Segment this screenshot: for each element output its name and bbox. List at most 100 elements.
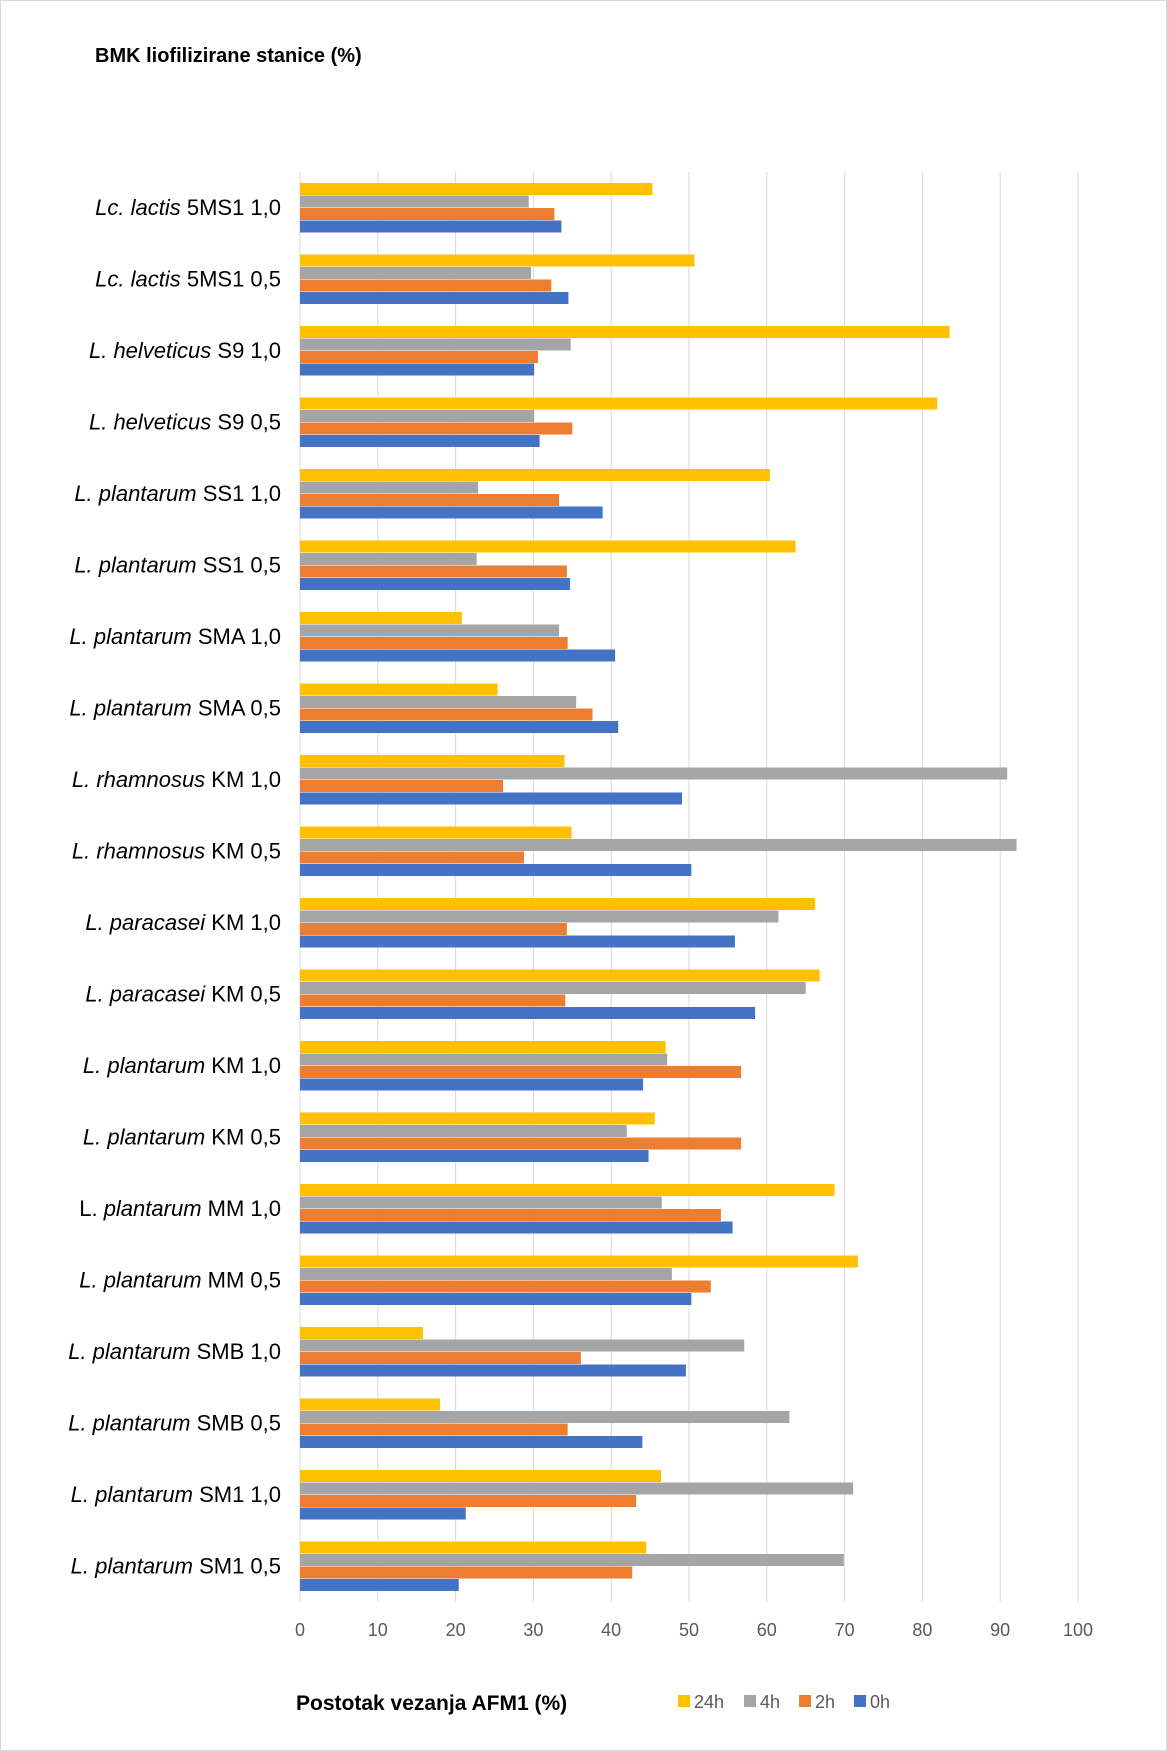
bar-24h-17 <box>300 1398 441 1411</box>
bar-24h-0 <box>300 183 653 195</box>
bar-0h-4 <box>300 506 603 519</box>
category-label: L. plantarum SMB 1,0 <box>68 1339 281 1364</box>
bar-0h-18 <box>300 1507 466 1520</box>
bar-24h-3 <box>300 397 938 410</box>
bar-24h-16 <box>300 1327 423 1339</box>
category-label: L. helveticus S9 1,0 <box>89 338 281 363</box>
legend-label-0h: 0h <box>870 1692 890 1712</box>
bar-0h-11 <box>300 1007 756 1019</box>
legend-label-4h: 4h <box>760 1692 780 1712</box>
bar-4h-5 <box>300 553 477 565</box>
bar-0h-2 <box>300 363 535 376</box>
bar-24h-9 <box>300 826 572 839</box>
category-label: L. plantarum KM 1,0 <box>83 1053 281 1078</box>
category-label: L. plantarum SM1 0,5 <box>71 1553 281 1578</box>
bar-4h-7 <box>300 696 577 708</box>
legend-swatch-24h <box>678 1695 690 1707</box>
x-tick-label: 60 <box>757 1620 777 1640</box>
bar-2h-13 <box>300 1137 742 1150</box>
bar-0h-14 <box>300 1221 733 1234</box>
bar-24h-18 <box>300 1470 661 1482</box>
bar-4h-14 <box>300 1196 662 1209</box>
x-tick-label: 90 <box>990 1620 1010 1640</box>
x-tick-label: 80 <box>912 1620 932 1640</box>
bar-24h-12 <box>300 1041 666 1053</box>
category-label: L. rhamnosus KM 0,5 <box>72 838 281 863</box>
bar-2h-2 <box>300 351 539 363</box>
bar-24h-11 <box>300 969 820 982</box>
bar-24h-19 <box>300 1541 647 1554</box>
bar-0h-13 <box>300 1150 649 1162</box>
bar-24h-5 <box>300 540 796 553</box>
bar-2h-6 <box>300 637 568 649</box>
bar-2h-10 <box>300 923 567 935</box>
bar-4h-16 <box>300 1339 745 1352</box>
category-label: L. plantarum SS1 0,5 <box>74 552 281 577</box>
bar-2h-5 <box>300 565 567 578</box>
category-label: L. helveticus S9 0,5 <box>89 409 281 434</box>
bar-4h-0 <box>300 195 529 208</box>
bar-4h-3 <box>300 410 535 422</box>
bar-4h-12 <box>300 1053 668 1066</box>
x-tick-label: 10 <box>368 1620 388 1640</box>
bar-0h-8 <box>300 792 682 805</box>
category-label: L. plantarum SS1 1,0 <box>74 481 281 506</box>
bar-24h-2 <box>300 326 950 338</box>
bar-24h-1 <box>300 254 695 267</box>
bar-2h-1 <box>300 279 552 292</box>
bar-0h-17 <box>300 1436 643 1448</box>
bar-4h-10 <box>300 910 779 923</box>
x-tick-label: 50 <box>679 1620 699 1640</box>
bar-24h-4 <box>300 469 770 481</box>
legend-swatch-2h <box>799 1695 811 1707</box>
bar-4h-11 <box>300 982 806 994</box>
category-label: L. plantarum SMB 0,5 <box>68 1410 281 1435</box>
x-tick-label: 100 <box>1063 1620 1093 1640</box>
bar-2h-14 <box>300 1209 721 1221</box>
x-axis-title: Postotak vezanja AFM1 (%) <box>296 1692 567 1715</box>
legend-label-24h: 24h <box>694 1692 724 1712</box>
bar-2h-17 <box>300 1423 568 1436</box>
bar-0h-5 <box>300 578 570 590</box>
bar-0h-0 <box>300 220 562 233</box>
category-label: L. plantarum SMA 0,5 <box>69 695 281 720</box>
bar-4h-9 <box>300 839 1017 851</box>
bar-0h-7 <box>300 721 619 733</box>
bar-0h-10 <box>300 935 735 948</box>
category-label: L. plantarum KM 0,5 <box>83 1124 281 1149</box>
bar-2h-4 <box>300 494 560 506</box>
bar-24h-8 <box>300 755 565 767</box>
bar-4h-17 <box>300 1411 790 1423</box>
legend: 24h 4h 2h 0h <box>678 1692 890 1712</box>
bar-4h-4 <box>300 481 479 494</box>
bar-0h-15 <box>300 1293 692 1305</box>
x-tick-label: 30 <box>523 1620 543 1640</box>
category-label: L. rhamnosus KM 1,0 <box>72 767 281 792</box>
legend-swatch-0h <box>854 1695 866 1707</box>
category-labels: Lc. lactis 5MS1 1,0 Lc. lactis 5MS1 0,5 L.… <box>68 195 281 1579</box>
bar-24h-14 <box>300 1184 835 1196</box>
bar-4h-1 <box>300 267 532 279</box>
bar-4h-2 <box>300 338 571 351</box>
bar-2h-15 <box>300 1280 711 1293</box>
bar-0h-19 <box>300 1579 459 1591</box>
category-label: L. plantarum MM 1,0 <box>79 1196 281 1221</box>
bar-24h-7 <box>300 683 498 696</box>
bar-2h-8 <box>300 780 504 792</box>
legend-label-2h: 2h <box>815 1692 835 1712</box>
x-tick-label: 40 <box>601 1620 621 1640</box>
bar-2h-7 <box>300 708 593 721</box>
bar-24h-10 <box>300 898 816 910</box>
bar-0h-1 <box>300 292 569 304</box>
x-tick-label: 70 <box>835 1620 855 1640</box>
bar-24h-15 <box>300 1255 858 1268</box>
bar-4h-6 <box>300 624 560 637</box>
bar-4h-15 <box>300 1268 672 1280</box>
category-label: L. paracasei KM 0,5 <box>85 981 281 1006</box>
bar-0h-3 <box>300 435 540 447</box>
chart-title: BMK liofilizirane stanice (%) <box>95 45 362 67</box>
category-label: L. plantarum MM 0,5 <box>79 1267 281 1292</box>
bars <box>300 183 1017 1591</box>
category-label: Lc. lactis 5MS1 1,0 <box>95 195 281 220</box>
